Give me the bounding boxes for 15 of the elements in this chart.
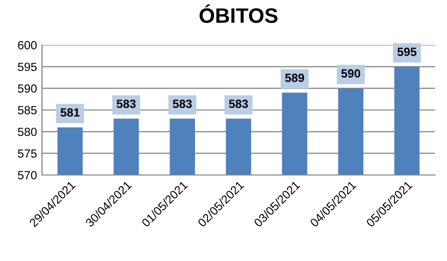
data-label: 583 xyxy=(229,100,248,108)
data-label: 595 xyxy=(397,48,416,56)
y-tick-label: 595 xyxy=(18,62,37,72)
y-tick-label: 590 xyxy=(18,84,37,93)
chart-title: ÓBITOS xyxy=(200,4,278,23)
y-tick-label: 600 xyxy=(18,41,37,50)
data-label: 583 xyxy=(172,100,192,108)
data-label: 583 xyxy=(116,100,136,108)
y-tick-label: 570 xyxy=(18,171,37,180)
data-label: 589 xyxy=(285,74,304,82)
data-label: 590 xyxy=(341,69,360,78)
data-label: 581 xyxy=(60,108,80,117)
y-tick-label: 580 xyxy=(18,128,37,136)
y-tick-label: 585 xyxy=(18,106,37,114)
y-tick-label: 575 xyxy=(18,149,37,158)
